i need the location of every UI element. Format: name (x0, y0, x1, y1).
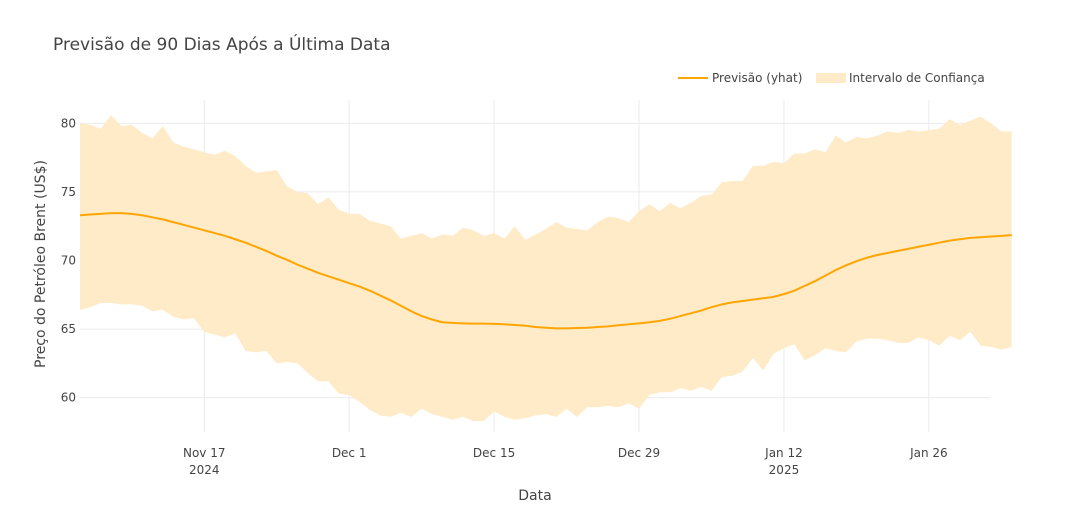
y-axis-title: Preço do Petróleo Brent (US$) (33, 160, 49, 368)
x-tick-label: Nov 17 (183, 446, 226, 460)
y-tick-label: 80 (61, 116, 76, 130)
x-tick-year-label: 2025 (769, 463, 800, 477)
forecast-line-layer (79, 212, 1012, 330)
y-tick-label: 65 (61, 322, 76, 336)
legend-label-confidence: Intervalo de Confiança (849, 71, 985, 85)
x-axis-title: Data (518, 488, 551, 504)
legend-swatch-confidence (816, 73, 846, 83)
y-tick-label: 60 (61, 391, 76, 405)
x-tick-label: Dec 29 (618, 446, 660, 460)
confidence-band (80, 115, 1012, 422)
legend-item-confidence[interactable]: Intervalo de Confiança (816, 71, 985, 85)
x-tick-label: Jan 12 (764, 446, 803, 460)
confidence-band-layer (80, 115, 1012, 422)
x-tick-label: Dec 1 (332, 446, 367, 460)
legend-label-forecast: Previsão (yhat) (712, 71, 802, 85)
y-tick-labels: 60 65 70 75 80 (61, 116, 76, 404)
y-tick-label: 75 (61, 185, 76, 199)
x-tick-year-label: 2024 (189, 463, 220, 477)
x-tick-labels: Nov 17 2024 Dec 1 Dec 15 Dec 29 Jan 12 2025 Jan… (183, 446, 948, 477)
x-tick-label: Jan 26 (909, 446, 948, 460)
legend-item-forecast[interactable]: Previsão (yhat) (678, 71, 802, 85)
forecast-line (79, 212, 1012, 330)
legend: Previsão (yhat) Intervalo de Confiança (678, 71, 985, 85)
x-tick-label: Dec 15 (473, 446, 515, 460)
chart-title: Previsão de 90 Dias Após a Última Data (53, 33, 391, 55)
y-tick-label: 70 (61, 254, 76, 268)
